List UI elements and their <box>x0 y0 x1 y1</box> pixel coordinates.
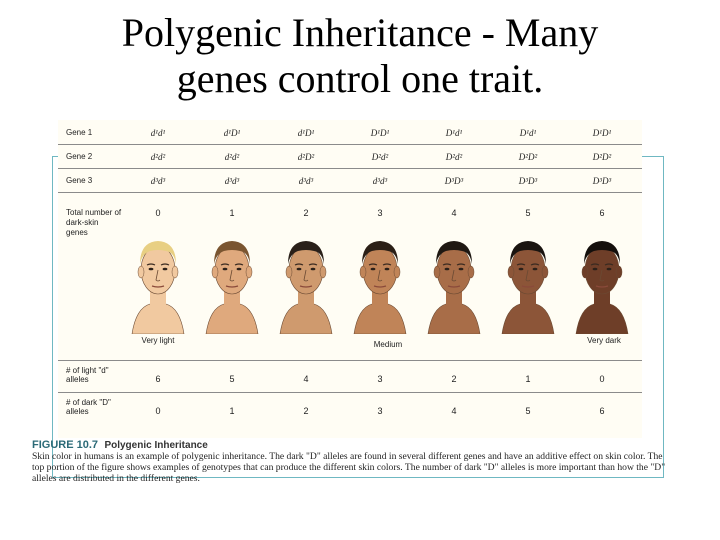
light-allele-cell: 1 <box>525 374 531 384</box>
shade-very-light: Very light <box>141 336 175 345</box>
genotype-cell: d¹d¹ <box>150 128 166 138</box>
face-portrait <box>202 224 262 334</box>
gene-label: Gene 3 <box>66 176 93 185</box>
face-portrait <box>350 224 410 334</box>
title-line-1: Polygenic Inheritance - Many <box>121 10 599 55</box>
shade-very-dark: Very dark <box>587 336 621 345</box>
dark-allele-cell: 2 <box>303 406 309 416</box>
dark-allele-cell: 5 <box>525 406 531 416</box>
total-cell: 0 <box>155 208 161 218</box>
face-portrait <box>424 224 484 334</box>
genotype-cell: D²D² <box>518 152 538 162</box>
total-dark-genes-row: Total number of dark-skin genes 0 1 2 3 … <box>58 206 642 246</box>
light-allele-cell: 0 <box>599 374 605 384</box>
shade-labels: Very light Medium Very dark <box>58 334 642 356</box>
total-cell: 2 <box>303 208 309 218</box>
light-alleles-label: # of light "d" alleles <box>66 366 109 384</box>
total-cell: 3 <box>377 208 383 218</box>
gene-row: Gene 1 d¹d¹ d¹D¹ d¹D¹ D¹D¹ D¹d¹ D¹d¹ D¹D… <box>58 126 642 142</box>
figure-panel: Gene 1 d¹d¹ d¹D¹ d¹D¹ D¹D¹ D¹d¹ D¹d¹ D¹D… <box>58 120 642 438</box>
face-portrait <box>572 224 632 334</box>
genotype-cell: d²d² <box>224 152 240 162</box>
dark-allele-cell: 6 <box>599 406 605 416</box>
genotype-cell: d³d³ <box>372 176 388 186</box>
genotype-cell: D¹D¹ <box>370 128 390 138</box>
face-portrait <box>498 224 558 334</box>
genotype-cell: D²d² <box>445 152 463 162</box>
genotype-cell: D²d² <box>371 152 389 162</box>
genotype-cell: D¹d¹ <box>445 128 463 138</box>
title-line-2: genes control one trait. <box>176 56 544 101</box>
total-cell: 4 <box>451 208 457 218</box>
divider <box>58 192 642 193</box>
dark-alleles-label: # of dark "D" alleles <box>66 398 111 416</box>
slide-title: Polygenic Inheritance - Many genes contr… <box>0 10 720 102</box>
dark-allele-cell: 4 <box>451 406 457 416</box>
total-cell: 6 <box>599 208 605 218</box>
gene-label: Gene 2 <box>66 152 93 161</box>
shade-medium: Medium <box>373 340 403 349</box>
genotype-cell: d¹D¹ <box>223 128 241 138</box>
genotype-cell: d²d² <box>150 152 166 162</box>
face-portrait <box>128 224 188 334</box>
total-cell: 1 <box>229 208 235 218</box>
dark-allele-cell: 0 <box>155 406 161 416</box>
light-allele-cell: 5 <box>229 374 235 384</box>
gene-row: Gene 3 d³d³ d³d³ d³d³ d³d³ D³D³ D³D³ D³D… <box>58 174 642 190</box>
total-cell: 5 <box>525 208 531 218</box>
genotype-cell: D³D³ <box>518 176 538 186</box>
gene-label: Gene 1 <box>66 128 93 137</box>
figure-caption: FIGURE 10.7 Polygenic Inheritance Skin c… <box>32 439 672 485</box>
face-portrait <box>276 224 336 334</box>
caption-text: Skin color in humans is an example of po… <box>32 451 666 484</box>
dark-allele-cell: 3 <box>377 406 383 416</box>
genotype-cell: d³d³ <box>298 176 314 186</box>
genotype-cell: D¹D¹ <box>592 128 612 138</box>
genotype-cell: d³d³ <box>150 176 166 186</box>
light-allele-cell: 6 <box>155 374 161 384</box>
figure-number: FIGURE 10.7 <box>32 439 99 451</box>
genotype-cell: D²D² <box>592 152 612 162</box>
genotype-cell: D³D³ <box>592 176 612 186</box>
total-label: Total number of dark-skin genes <box>66 208 122 237</box>
light-allele-cell: 4 <box>303 374 309 384</box>
divider <box>58 144 642 145</box>
genotype-cell: d¹D¹ <box>297 128 315 138</box>
divider <box>58 168 642 169</box>
divider <box>58 392 642 393</box>
dark-allele-cell: 1 <box>229 406 235 416</box>
figure-title: Polygenic Inheritance <box>104 440 208 451</box>
light-allele-cell: 2 <box>451 374 457 384</box>
genotype-cell: d²D² <box>297 152 315 162</box>
genotype-cell: d³d³ <box>224 176 240 186</box>
gene-row: Gene 2 d²d² d²d² d²D² D²d² D²d² D²D² D²D… <box>58 150 642 166</box>
light-allele-cell: 3 <box>377 374 383 384</box>
divider <box>58 360 642 361</box>
genotype-cell: D¹d¹ <box>519 128 537 138</box>
genotype-cell: D³D³ <box>444 176 464 186</box>
